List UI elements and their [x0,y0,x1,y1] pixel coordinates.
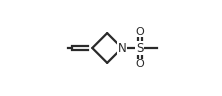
Text: N: N [118,41,126,55]
Text: O: O [135,27,144,37]
Text: S: S [136,41,143,55]
Text: O: O [135,59,144,69]
